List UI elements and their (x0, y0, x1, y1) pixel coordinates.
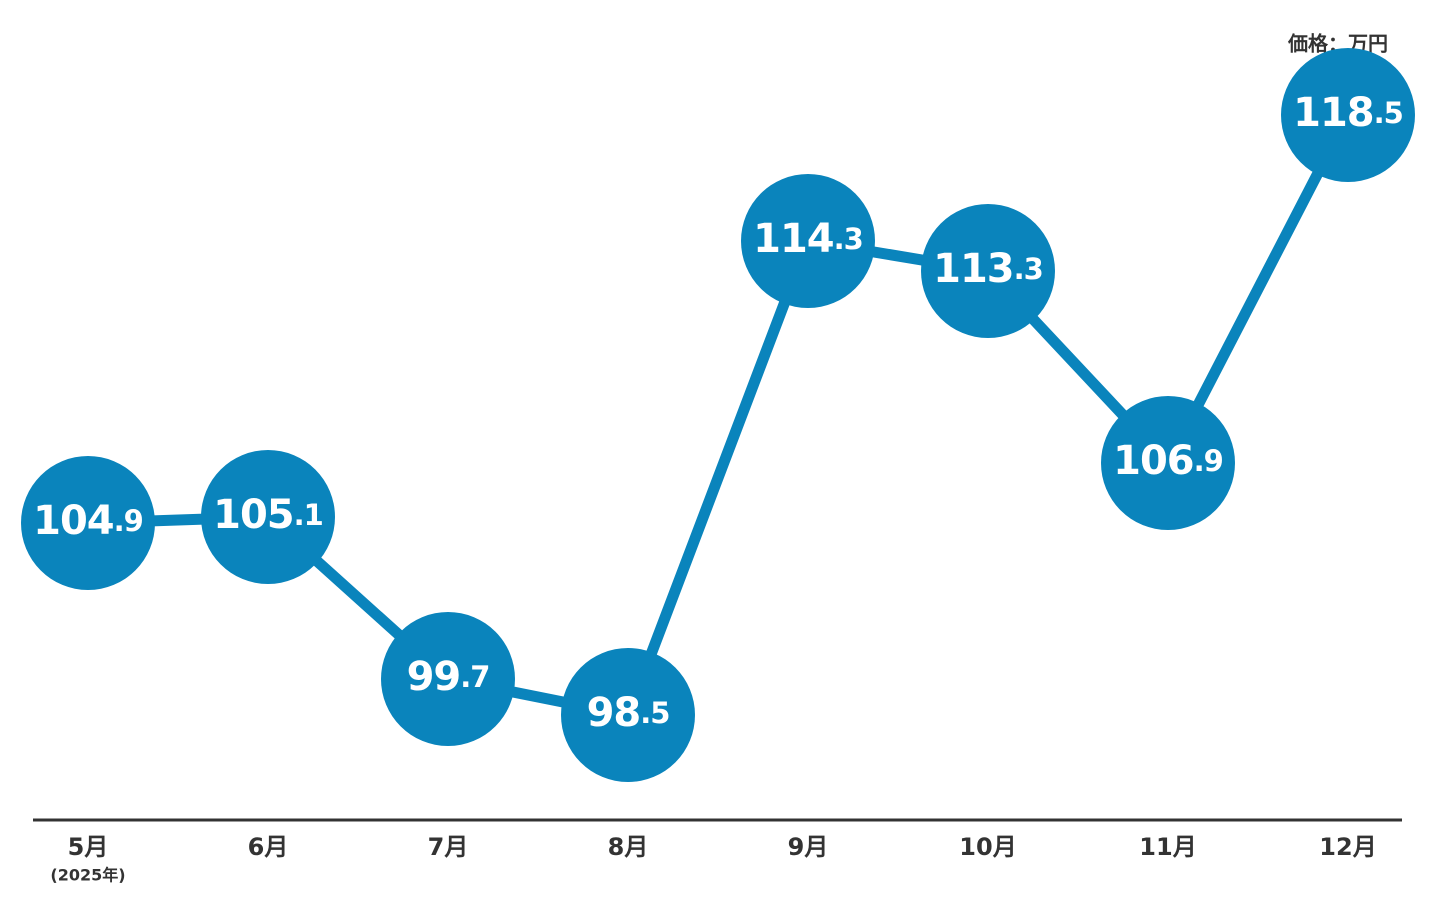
x-tick-label: 7月 (428, 833, 469, 861)
x-tick-label: 6月 (248, 833, 289, 861)
data-point (561, 648, 695, 782)
data-label: 104.9 (33, 498, 143, 544)
data-label: 118.5 (1293, 90, 1403, 136)
x-tick-label: 10月 (959, 833, 1016, 861)
data-label: 106.9 (1113, 438, 1223, 484)
x-tick-label: 12月 (1319, 833, 1376, 861)
data-point (1101, 396, 1235, 530)
x-tick-label: 8月 (608, 833, 649, 861)
data-point (1281, 48, 1415, 182)
category-note: (2025年) (50, 866, 125, 885)
data-point (201, 450, 335, 584)
data-label: 98.5 (587, 690, 670, 736)
data-point (381, 612, 515, 746)
data-label: 99.7 (407, 654, 490, 700)
data-point (741, 174, 875, 308)
x-tick-label: 5月 (68, 833, 109, 861)
data-point (21, 456, 155, 590)
data-label: 114.3 (753, 216, 863, 262)
data-label: 113.3 (933, 246, 1043, 292)
data-point (921, 204, 1055, 338)
data-label: 105.1 (213, 492, 323, 538)
x-tick-label: 9月 (788, 833, 829, 861)
x-tick-label: 11月 (1139, 833, 1196, 861)
